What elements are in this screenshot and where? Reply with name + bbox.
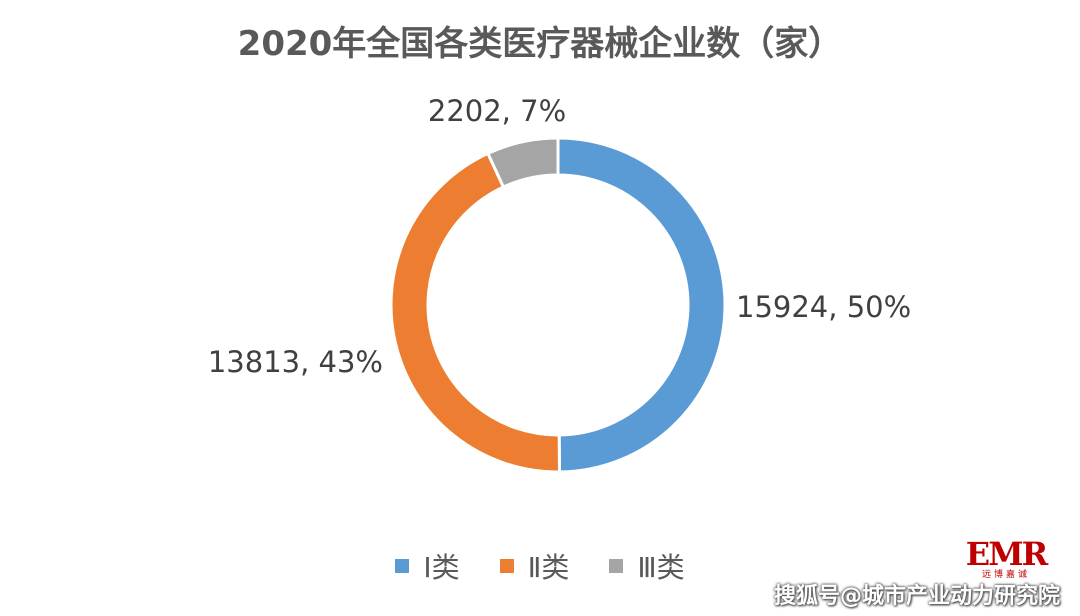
slice-class-3 [485, 136, 560, 189]
legend-label-class-1: Ⅰ类 [423, 551, 460, 584]
legend-item-class-2: Ⅱ类 [499, 546, 570, 586]
chart-title: 2020年全国各类医疗器械企业数（家） [237, 24, 843, 64]
legend-label-class-2: Ⅱ类 [527, 551, 570, 584]
data-label-class-1: 15924, 50% [736, 290, 911, 324]
legend-item-class-3: Ⅲ类 [609, 546, 685, 586]
legend-swatch-class-3 [609, 559, 624, 573]
logo-mark: EMR [965, 535, 1048, 573]
slice-class-2 [389, 151, 562, 474]
legend-swatch-class-2 [499, 559, 514, 573]
logo: EMR 远博嘉诚 [965, 535, 1048, 581]
data-label-class-3: 2202, 7% [428, 94, 566, 128]
legend-swatch-class-1 [395, 559, 410, 573]
legend-item-class-1: Ⅰ类 [395, 546, 460, 586]
data-label-class-2: 13813, 43% [208, 345, 383, 379]
logo-subtitle: 远博嘉诚 [981, 570, 1030, 580]
slice-class-1 [556, 136, 727, 474]
legend-label-class-3: Ⅲ类 [637, 551, 685, 584]
watermark: 搜狐号@城市产业动力研究院 [773, 584, 1060, 609]
legend: Ⅰ类 Ⅱ类 Ⅲ类 [0, 546, 1080, 586]
